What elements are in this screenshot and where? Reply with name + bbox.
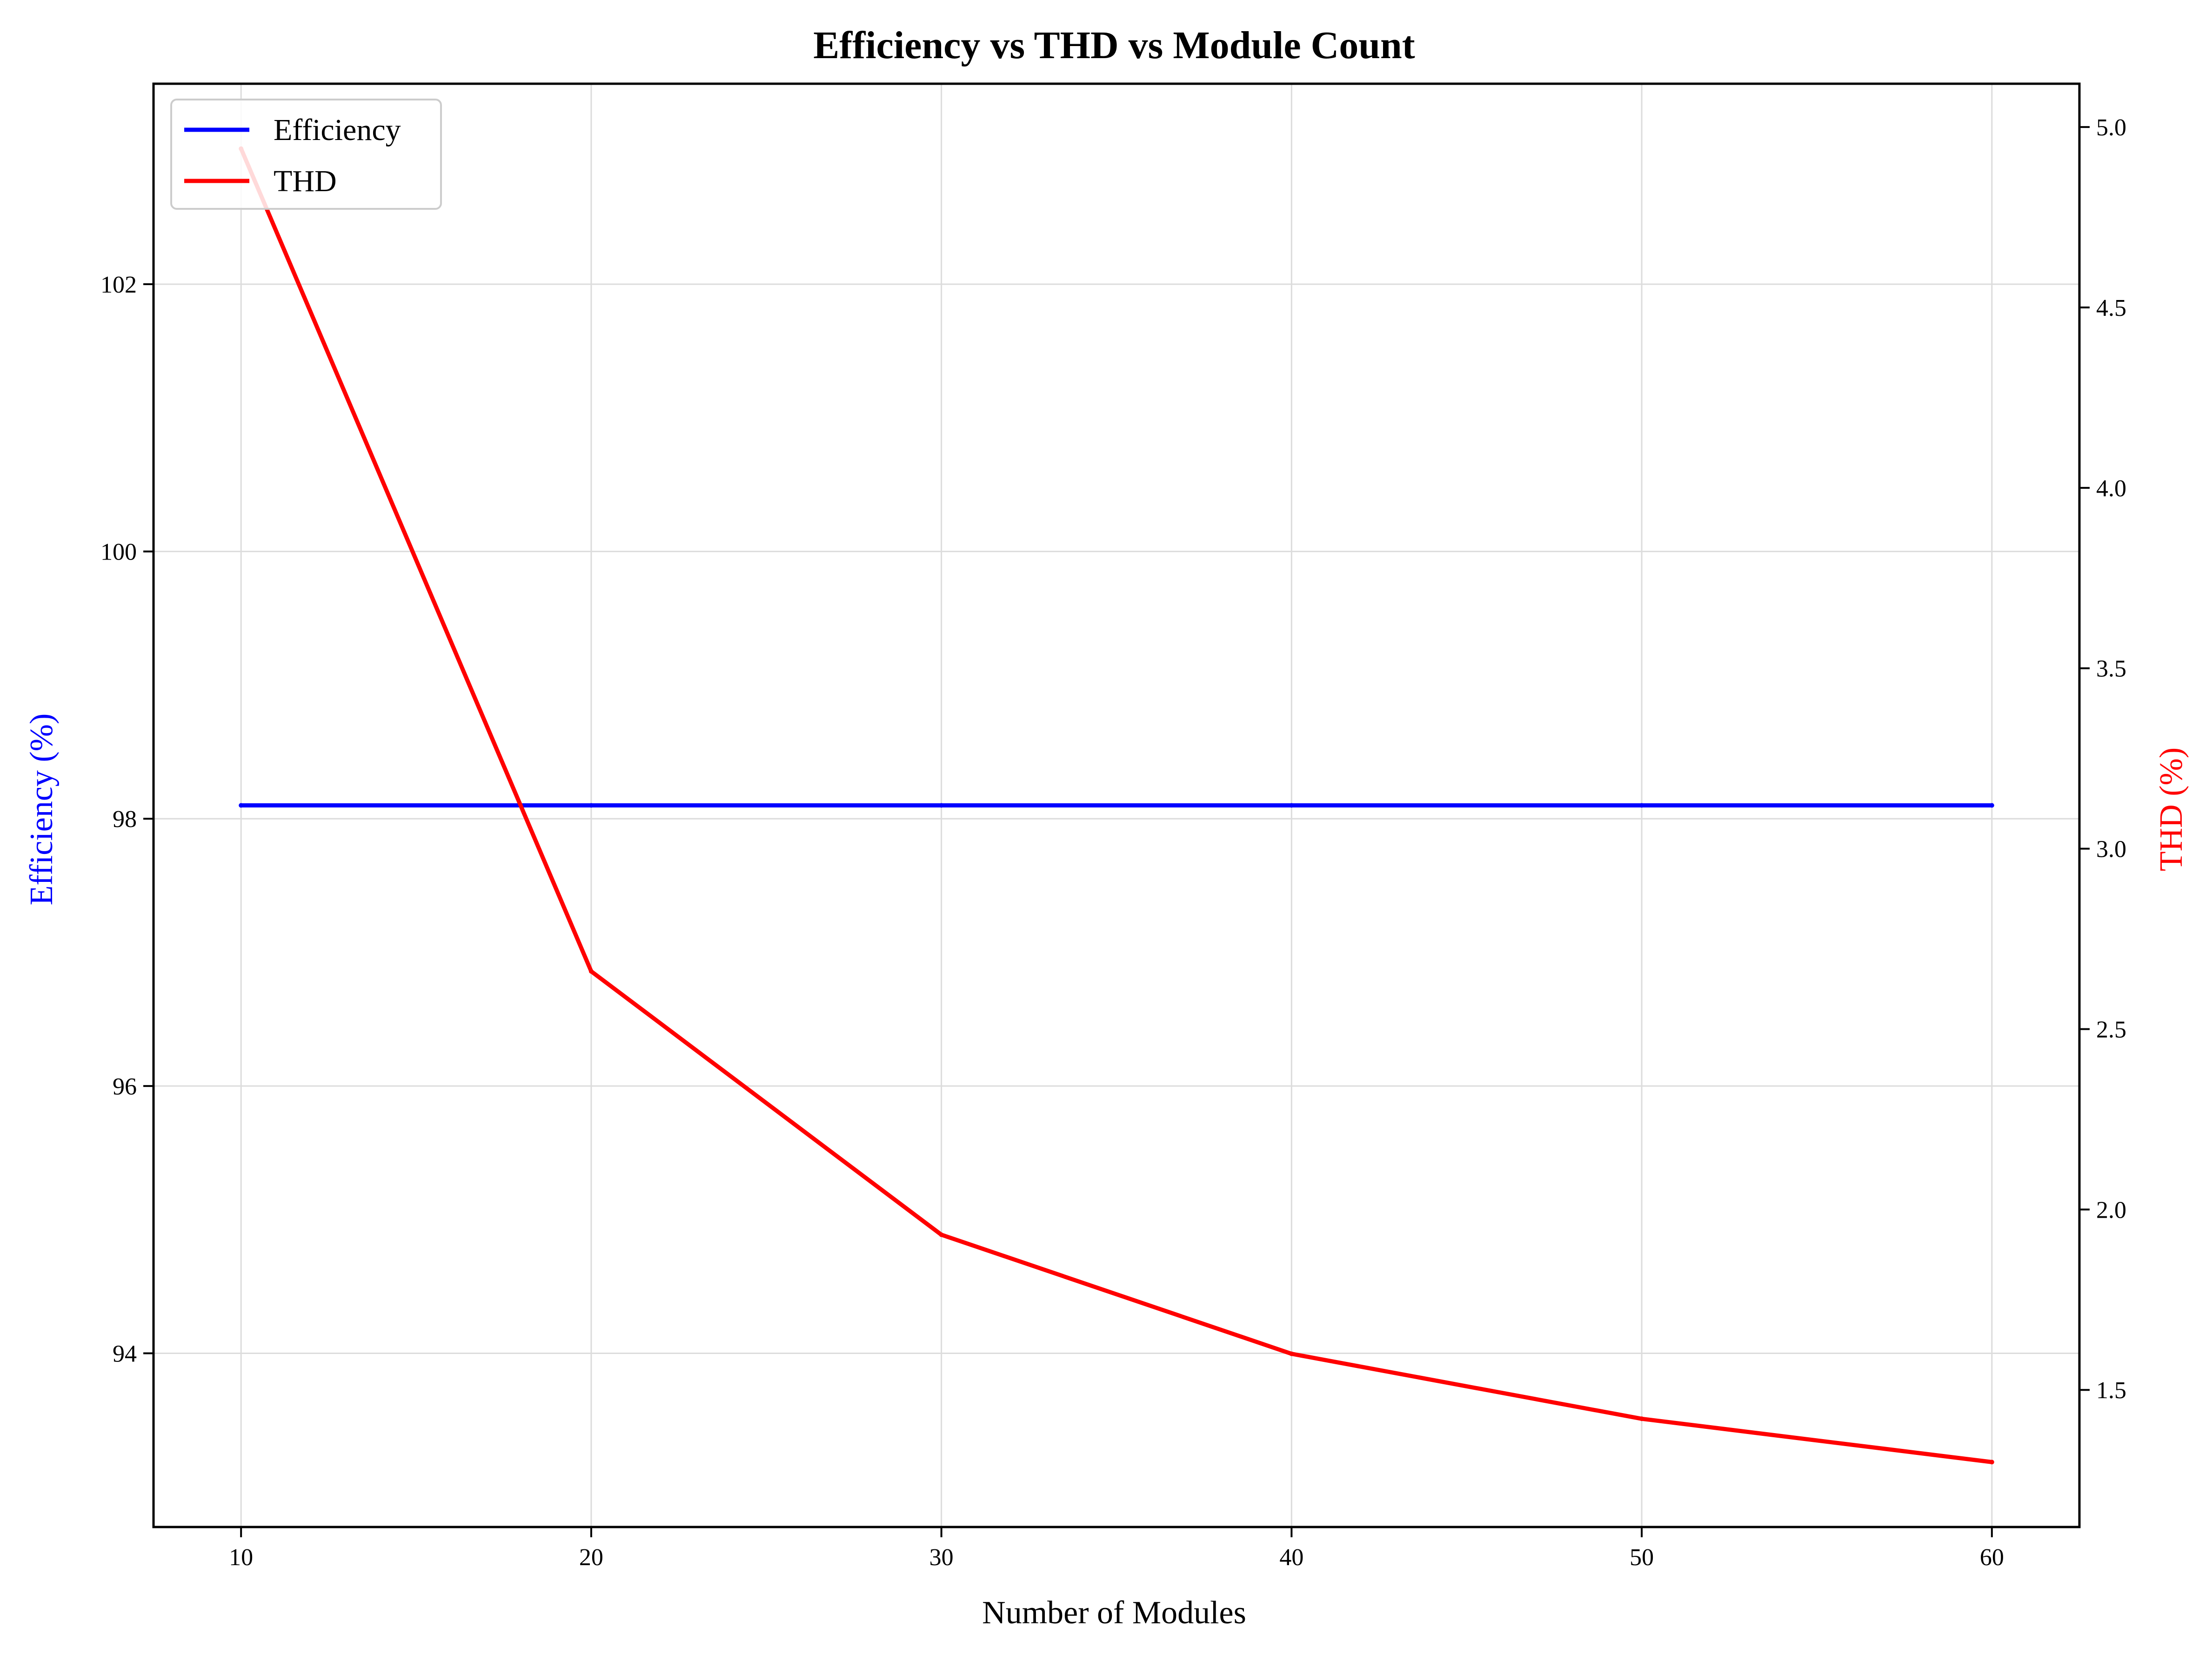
right-y-tick-label: 4.5: [2096, 295, 2126, 321]
left-y-tick-label: 100: [100, 539, 137, 566]
legend-label-efficiency: Efficiency: [274, 113, 401, 147]
left-y-tick-label: 98: [113, 806, 137, 833]
efficiency-point: [239, 803, 244, 808]
left-y-axis-label: Efficiency (%): [24, 714, 60, 906]
thd-line: [239, 147, 1992, 1464]
right-y-tick-label: 1.5: [2096, 1377, 2126, 1404]
x-tick-label: 30: [929, 1544, 954, 1571]
legend-label-thd: THD: [274, 164, 337, 198]
right-y-tick-label: 5.0: [2096, 114, 2126, 141]
thd-point: [1989, 1460, 1994, 1465]
right-y-tick-label: 3.5: [2096, 656, 2126, 682]
x-tick-label: 40: [1279, 1544, 1303, 1571]
right-y-tick-label: 2.0: [2096, 1197, 2126, 1223]
right-y-tick-label: 4.0: [2096, 475, 2126, 502]
thd-point: [588, 969, 594, 974]
thd-point: [1639, 1416, 1644, 1421]
plot-frame: [152, 82, 2081, 1528]
efficiency-point: [1989, 803, 1994, 808]
x-tick-label: 10: [229, 1544, 253, 1571]
series-lines: [239, 146, 1994, 1465]
left-y-tick-label: 102: [100, 272, 137, 298]
right-y-axis-label: THD (%): [2153, 747, 2189, 871]
x-axis: 10 20 30 40 50 60: [229, 1527, 2004, 1571]
thd-point: [939, 1232, 944, 1237]
efficiency-point: [1289, 803, 1294, 808]
right-y-tick-label: 3.0: [2096, 836, 2126, 863]
chart-title: Efficiency vs THD vs Module Count: [813, 24, 1415, 67]
efficiency-point: [1639, 803, 1644, 808]
left-y-tick-label: 94: [113, 1341, 137, 1367]
left-y-tick-label: 96: [113, 1074, 137, 1100]
x-axis-label: Number of Modules: [982, 1595, 1246, 1631]
efficiency-point: [939, 803, 944, 808]
x-tick-label: 20: [579, 1544, 603, 1571]
x-tick-label: 50: [1630, 1544, 1654, 1571]
right-y-axis: 1.5 2.0 2.5 3.0 3.5 4.0 4.5 5.0: [2079, 114, 2126, 1404]
efficiency-point: [588, 803, 594, 808]
legend: Efficiency THD: [170, 99, 442, 210]
left-y-axis: 94 96 98 100 102: [100, 272, 154, 1367]
thd-point: [1289, 1351, 1294, 1356]
x-tick-label: 60: [1980, 1544, 2004, 1571]
right-y-tick-label: 2.5: [2096, 1016, 2126, 1043]
